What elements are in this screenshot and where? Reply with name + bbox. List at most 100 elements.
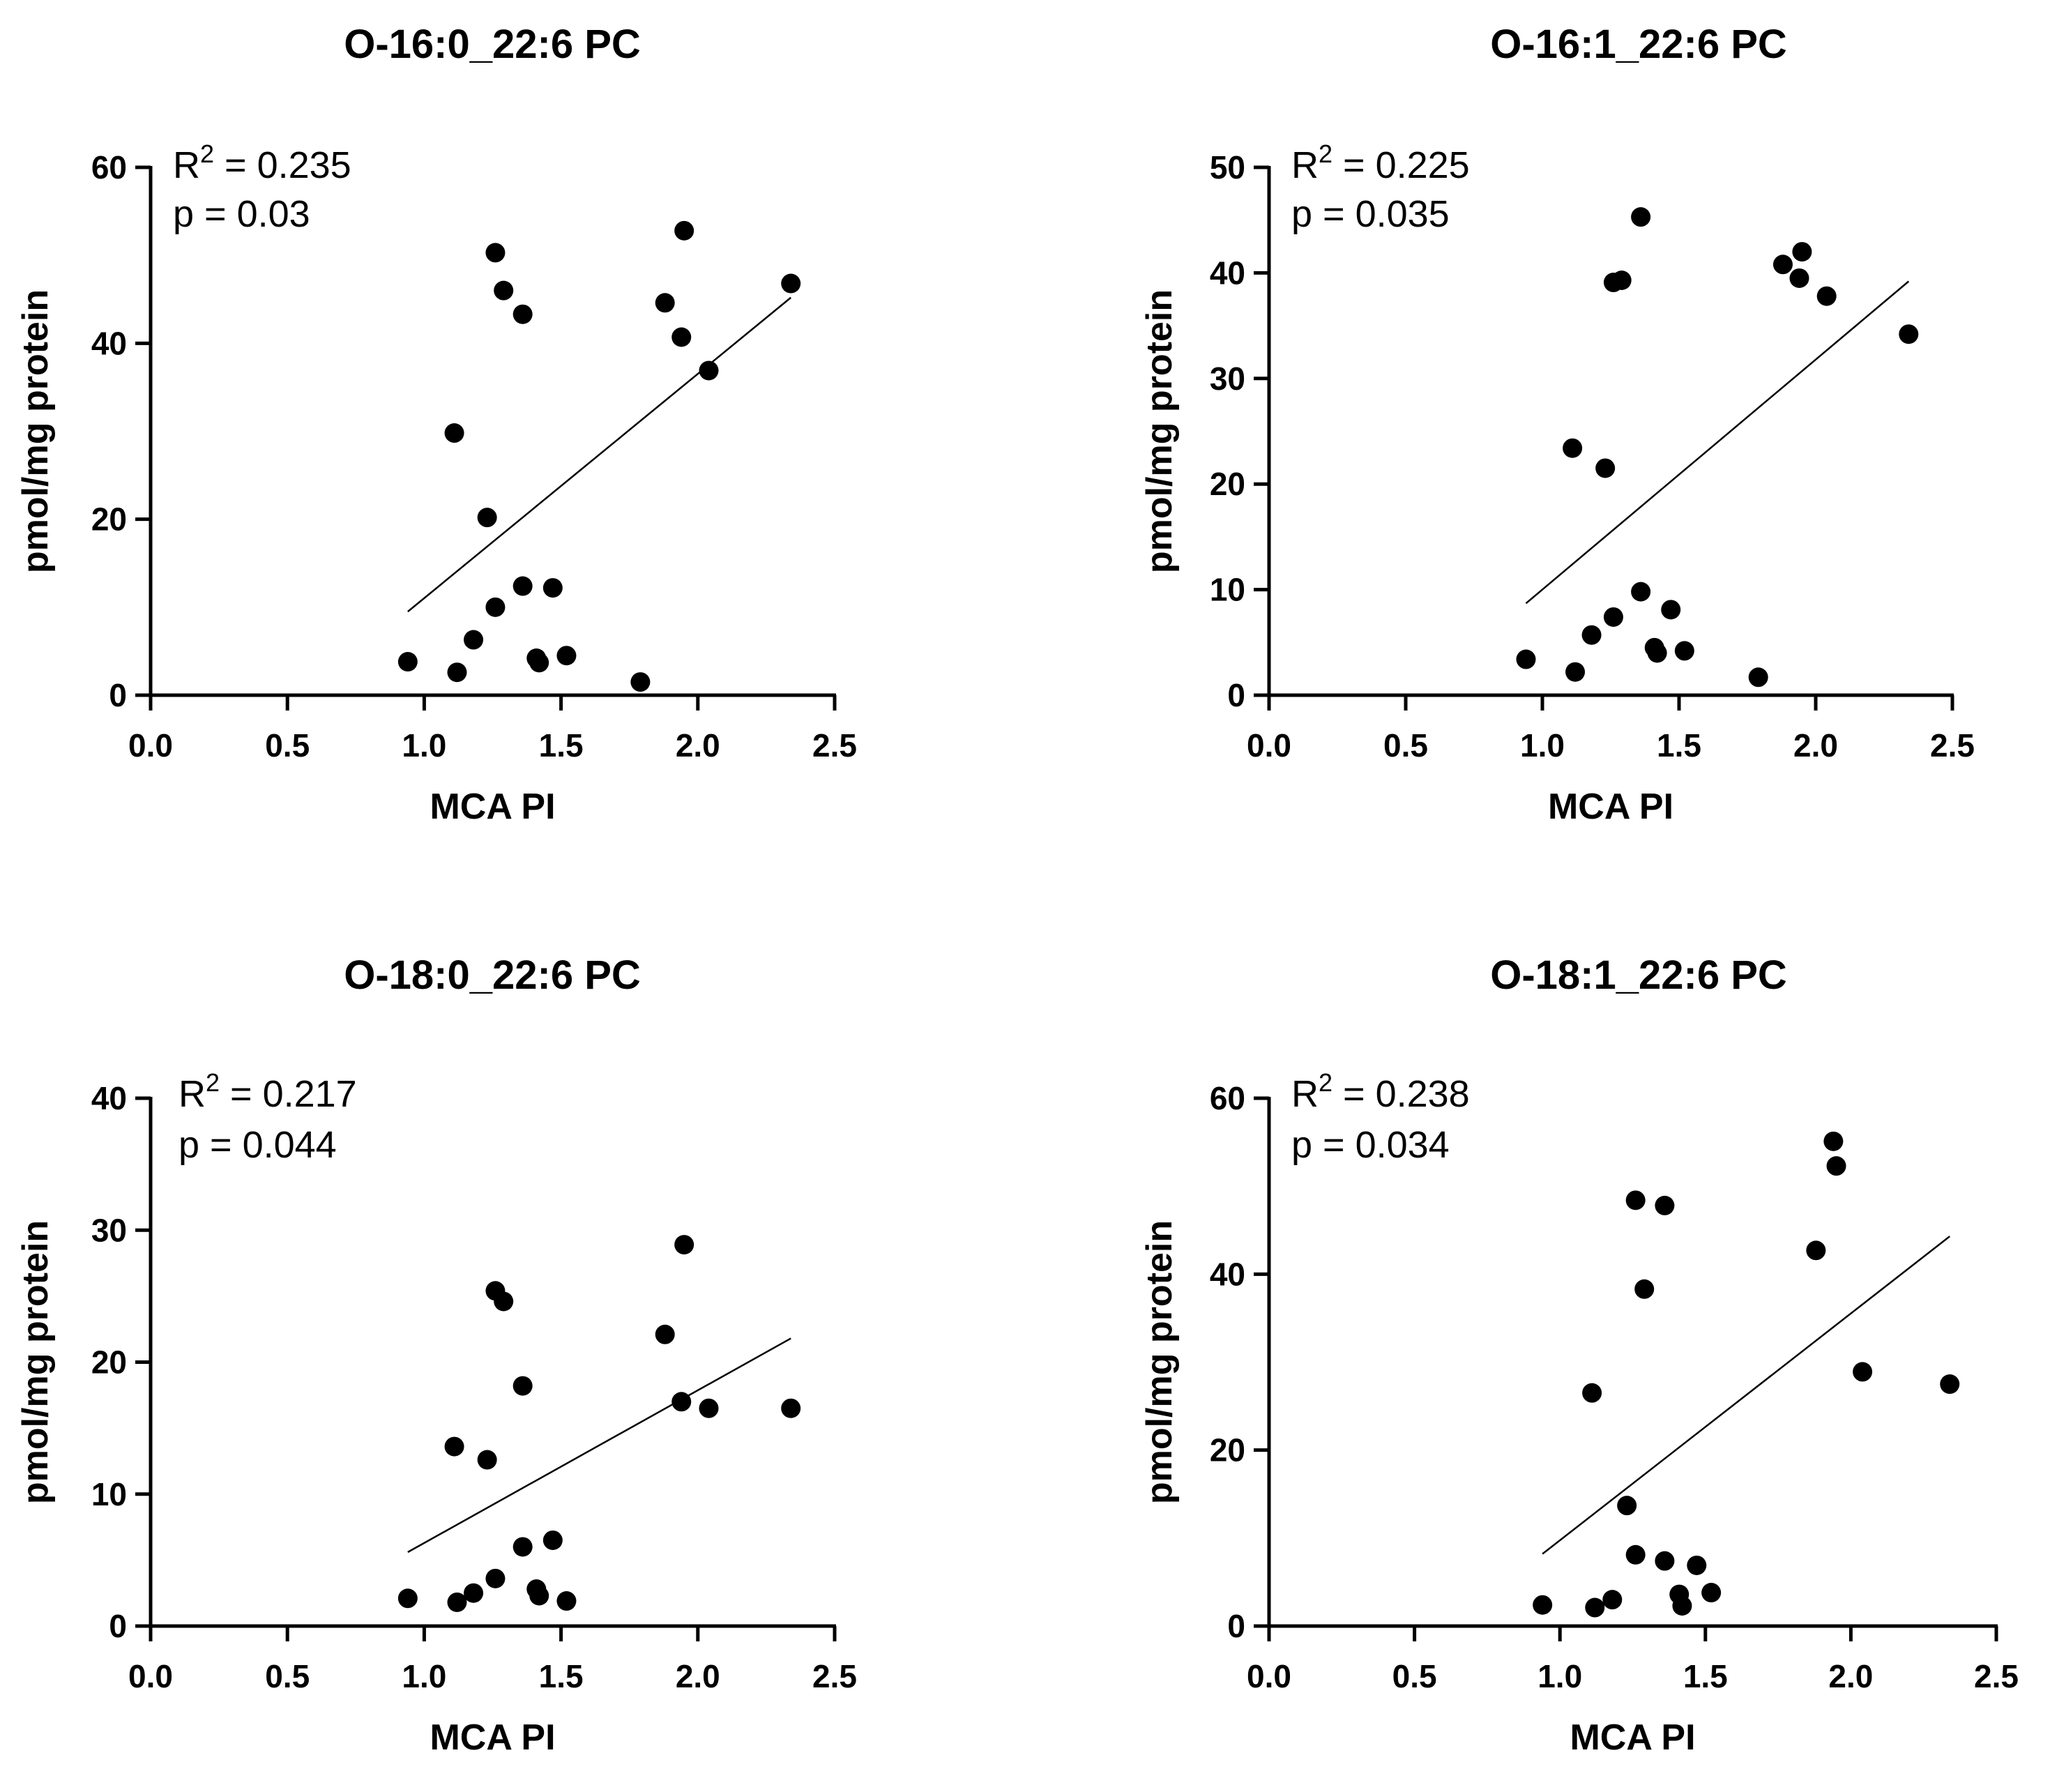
y-tick-label: 60: [91, 149, 127, 185]
y-axis-label: pmol/mg protein: [15, 1220, 56, 1504]
data-point: [1582, 1383, 1602, 1403]
data-point: [699, 360, 719, 381]
data-point: [781, 273, 801, 294]
data-point: [1674, 641, 1694, 661]
x-axis-label: MCA PI: [430, 787, 555, 827]
data-point: [1748, 667, 1768, 688]
y-tick-label: 10: [1210, 572, 1245, 608]
x-tick-label: 1.0: [1538, 1658, 1582, 1694]
data-point: [1826, 1156, 1846, 1176]
data-point: [699, 1398, 719, 1418]
y-tick-label: 40: [91, 325, 127, 361]
x-tick-label: 0.0: [128, 1658, 173, 1694]
r-squared-exponent: 2: [1319, 1068, 1332, 1097]
y-tick-label: 20: [91, 501, 127, 538]
data-point: [1634, 1279, 1655, 1299]
data-point: [1602, 1590, 1623, 1610]
data-point: [1617, 1496, 1637, 1516]
x-tick-label: 0.5: [265, 727, 310, 764]
y-axis-label: pmol/mg protein: [1139, 1220, 1180, 1504]
x-tick-label: 2.5: [812, 1658, 857, 1694]
data-point: [444, 423, 464, 443]
data-point: [485, 243, 506, 263]
data-point: [1687, 1555, 1707, 1575]
data-point: [542, 1530, 563, 1550]
data-point: [1603, 607, 1623, 627]
data-point: [1516, 649, 1536, 669]
r-squared-symbol: R: [173, 144, 200, 186]
y-tick-label: 40: [1210, 255, 1245, 291]
chart-title: O-18:1_22:6 PC: [1490, 952, 1787, 998]
p-value-annotation: p = 0.044: [179, 1124, 337, 1166]
data-point: [630, 672, 651, 692]
x-tick-label: 0.5: [265, 1658, 310, 1694]
data-point: [1672, 1595, 1692, 1616]
x-tick-label: 0.0: [128, 727, 173, 764]
data-point: [542, 578, 563, 598]
regression-line: [407, 1337, 791, 1554]
r-squared-annotation: R2 = 0.235: [173, 139, 351, 186]
x-tick-label: 2.0: [1828, 1658, 1873, 1694]
data-point: [1611, 270, 1632, 290]
x-tick-label: 1.5: [1657, 727, 1701, 764]
data-point: [512, 304, 533, 324]
data-point: [477, 508, 497, 528]
data-point: [1647, 643, 1667, 663]
r-squared-value: = 0.238: [1332, 1073, 1470, 1115]
y-tick-label: 40: [91, 1080, 127, 1116]
data-point: [529, 1586, 549, 1606]
data-point: [1625, 1544, 1646, 1565]
data-point: [1940, 1374, 1960, 1395]
x-tick-label: 2.0: [676, 1658, 720, 1694]
data-point: [1563, 438, 1583, 458]
data-point: [674, 220, 694, 241]
data-point: [447, 662, 467, 683]
x-tick-label: 2.5: [1930, 727, 1975, 764]
r-squared-value: = 0.217: [220, 1073, 357, 1115]
p-value-annotation: p = 0.034: [1291, 1124, 1450, 1166]
data-point: [671, 327, 692, 347]
chart-title: O-16:1_22:6 PC: [1490, 22, 1787, 67]
data-point: [556, 646, 577, 666]
x-tick-label: 0.5: [1383, 727, 1428, 764]
data-point: [1806, 1240, 1826, 1261]
data-point: [1789, 268, 1809, 288]
r-squared-exponent: 2: [200, 139, 214, 168]
y-axis-label: pmol/mg protein: [15, 289, 56, 573]
data-point: [1655, 1551, 1675, 1571]
x-tick-label: 0.5: [1392, 1658, 1437, 1694]
y-tick-label: 30: [1210, 360, 1245, 397]
x-tick-label: 1.5: [539, 727, 584, 764]
y-tick-label: 20: [1210, 1432, 1245, 1468]
x-axis-label: MCA PI: [1548, 787, 1673, 827]
p-value-annotation: p = 0.035: [1291, 193, 1450, 235]
r-squared-symbol: R: [1291, 1073, 1319, 1115]
data-point: [1701, 1583, 1722, 1603]
scatter-panel-4: O-18:1_22:6 PC 0 20 40 60 0.0 0.5 1.0 1.5 2.0 2.5 M…: [1139, 952, 2019, 1758]
x-tick-label: 1.0: [402, 1658, 446, 1694]
r-squared-value: = 0.235: [214, 144, 351, 186]
scatter-panel-1: O-16:0_22:6 PC 0 20 40 60 0.0 0.5 1.0 1.5 2.0 2.5 M…: [15, 22, 857, 827]
data-point: [1565, 662, 1586, 682]
p-value-annotation: p = 0.03: [173, 193, 310, 235]
y-tick-label: 60: [1210, 1080, 1245, 1116]
y-tick-label: 10: [91, 1476, 127, 1512]
r-squared-exponent: 2: [206, 1068, 220, 1097]
regression-line: [1525, 280, 1910, 605]
y-tick-label: 50: [1210, 149, 1245, 185]
data-point: [1853, 1362, 1873, 1382]
data-point: [485, 1568, 506, 1588]
x-axis-label: MCA PI: [1570, 1717, 1695, 1758]
r-squared-annotation: R2 = 0.225: [1291, 139, 1470, 186]
data-point: [1661, 600, 1681, 620]
data-point: [1655, 1195, 1675, 1215]
data-point: [671, 1392, 692, 1412]
data-point: [674, 1235, 694, 1255]
x-tick-label: 1.0: [402, 727, 446, 764]
data-point: [464, 630, 484, 650]
y-tick-label: 30: [91, 1212, 127, 1248]
data-point: [512, 1537, 533, 1557]
data-point: [1772, 255, 1793, 275]
x-tick-label: 2.5: [812, 727, 857, 764]
